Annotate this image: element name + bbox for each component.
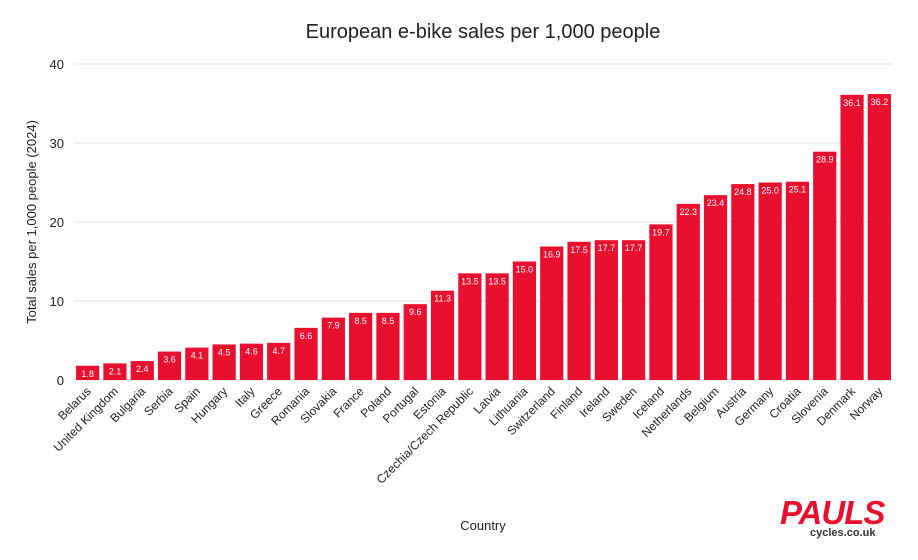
bar bbox=[758, 182, 782, 380]
bar bbox=[649, 224, 673, 380]
data-label: 8.5 bbox=[354, 316, 367, 326]
bar bbox=[130, 361, 154, 380]
data-label: 9.6 bbox=[409, 307, 422, 317]
y-tick-label: 10 bbox=[50, 294, 64, 309]
data-label: 19.7 bbox=[652, 227, 670, 237]
bar bbox=[785, 181, 810, 380]
data-label: 17.7 bbox=[625, 243, 643, 253]
data-label: 6.6 bbox=[300, 331, 313, 341]
bar bbox=[157, 351, 182, 380]
data-label: 7.9 bbox=[327, 321, 340, 331]
y-tick-label: 30 bbox=[50, 136, 64, 151]
bars bbox=[76, 94, 891, 381]
data-label: 11.3 bbox=[434, 294, 451, 304]
bar bbox=[840, 94, 864, 380]
y-axis-ticks: 0 10 20 30 40 bbox=[50, 57, 64, 388]
data-label: 25.1 bbox=[789, 185, 807, 195]
bar bbox=[813, 151, 837, 380]
bar bbox=[703, 195, 728, 380]
data-label: 15.0 bbox=[516, 265, 534, 275]
data-label: 36.2 bbox=[871, 97, 889, 107]
data-label: 17.7 bbox=[598, 243, 616, 253]
data-label: 8.5 bbox=[382, 316, 395, 326]
bar bbox=[731, 184, 755, 380]
data-label: 24.8 bbox=[734, 187, 752, 197]
bar bbox=[267, 342, 291, 380]
logo-url: cycles.co.uk bbox=[810, 527, 876, 539]
pauls-cycles-logo: PAULS cycles.co.uk bbox=[780, 496, 892, 544]
bar bbox=[321, 317, 345, 380]
data-label: 2.4 bbox=[136, 364, 149, 374]
data-label: 25.0 bbox=[761, 186, 779, 196]
bar bbox=[867, 94, 891, 381]
bar bbox=[212, 344, 236, 380]
bar bbox=[676, 203, 700, 380]
bar bbox=[430, 290, 455, 380]
bar bbox=[540, 246, 564, 380]
data-label: 4.1 bbox=[191, 351, 204, 361]
bar bbox=[458, 273, 482, 380]
data-label: 17.5 bbox=[570, 245, 588, 255]
data-label: 23.4 bbox=[707, 198, 725, 208]
data-label: 22.3 bbox=[679, 207, 697, 217]
bar bbox=[239, 343, 264, 380]
data-label: 4.5 bbox=[218, 347, 231, 357]
x-tick-label: Serbia bbox=[141, 384, 176, 419]
data-label: 13.5 bbox=[488, 276, 506, 286]
bar bbox=[594, 240, 618, 380]
bar bbox=[376, 312, 400, 380]
bar bbox=[103, 363, 127, 380]
y-tick-label: 0 bbox=[57, 373, 64, 388]
data-label: 2.1 bbox=[109, 366, 122, 376]
bar bbox=[185, 347, 209, 380]
data-label: 13.5 bbox=[461, 276, 479, 286]
y-axis-label: Total sales per 1,000 people (2024) bbox=[24, 120, 39, 324]
bar bbox=[403, 304, 427, 380]
bar bbox=[512, 261, 537, 380]
data-label: 3.6 bbox=[163, 355, 176, 365]
data-label: 1.8 bbox=[81, 369, 94, 379]
data-label: 36.1 bbox=[843, 98, 861, 108]
bar bbox=[76, 365, 100, 380]
data-label: 4.7 bbox=[272, 346, 285, 356]
data-label: 16.9 bbox=[543, 249, 561, 259]
x-axis-label: Country bbox=[460, 518, 506, 533]
bar bbox=[485, 273, 509, 380]
y-tick-label: 20 bbox=[50, 215, 64, 230]
grid-lines bbox=[74, 63, 893, 381]
data-label: 28.9 bbox=[816, 155, 834, 165]
bar bbox=[567, 241, 591, 380]
data-label: 4.6 bbox=[245, 347, 258, 357]
bar bbox=[294, 327, 318, 380]
bar bbox=[349, 312, 373, 380]
chart-title: European e-bike sales per 1,000 people bbox=[306, 21, 661, 43]
y-tick-label: 40 bbox=[50, 57, 64, 72]
data-labels: 1.8 2.1 2.4 3.6 4.1 4.5 4.6 4.7 6.6 7.9 8.5 8.5 9.6 1… bbox=[81, 97, 888, 379]
bar bbox=[622, 240, 646, 380]
logo-wordmark: PAULS bbox=[780, 494, 885, 531]
